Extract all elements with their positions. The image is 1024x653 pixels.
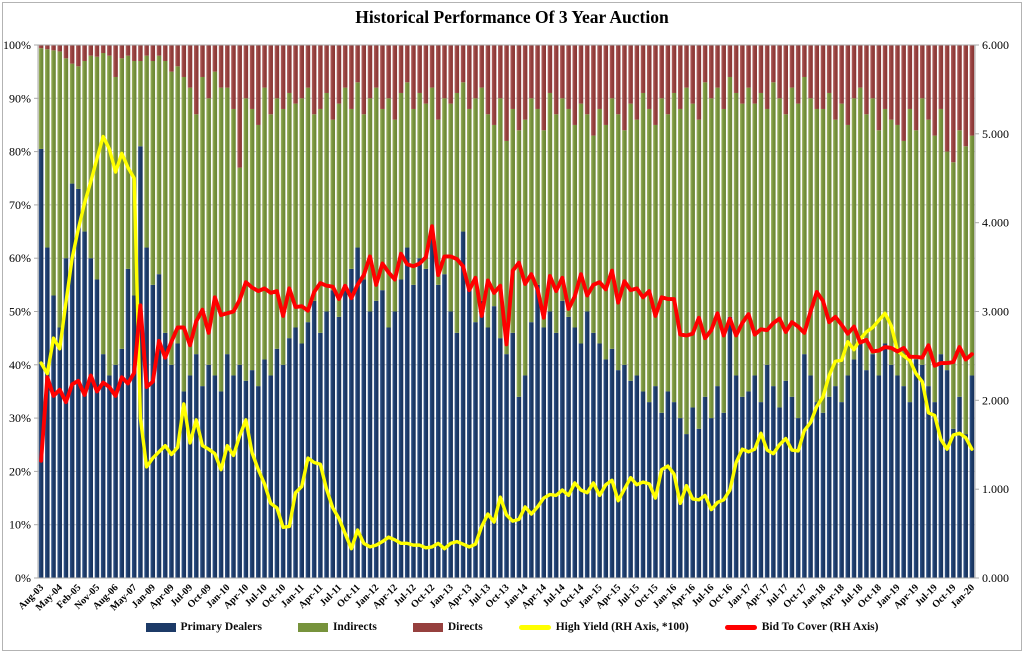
left-axis-labels: 0% 10% 20% 30% 40% 50% 60% 70% 80% 90% 100% — [3, 38, 38, 585]
svg-text:80%: 80% — [9, 145, 31, 159]
legend-item-primary-dealers: Primary Dealers — [145, 621, 262, 633]
legend-swatch-primary-dealers — [145, 622, 176, 632]
chart-title: Historical Performance Of 3 Year Auction — [355, 7, 669, 27]
legend-item-high-yield-rh-axis-100: High Yield (RH Axis, *100) — [518, 621, 689, 633]
legend-swatch-indirects — [297, 622, 328, 632]
legend: Primary Dealers Indirects Directs High Yiel… — [0, 621, 1024, 633]
svg-text:70%: 70% — [9, 198, 31, 212]
legend-swatch-directs — [412, 622, 443, 632]
svg-text:20%: 20% — [9, 464, 31, 478]
svg-text:3.000: 3.000 — [982, 305, 1009, 319]
legend-label-bid-to-cover-rh-axis: Bid To Cover (RH Axis) — [761, 621, 879, 633]
high-yield-line — [39, 134, 974, 551]
svg-text:90%: 90% — [9, 91, 31, 105]
bid-to-cover-line — [39, 224, 974, 463]
right-axis-labels: 0.000 1.000 2.000 3.000 4.000 5.000 6.000 — [975, 38, 1009, 585]
legend-label-indirects: Indirects — [332, 621, 377, 633]
legend-label-primary-dealers: Primary Dealers — [180, 621, 262, 633]
svg-text:0.000: 0.000 — [982, 571, 1009, 585]
svg-text:40%: 40% — [9, 358, 31, 372]
legend-item-directs: Directs — [412, 621, 483, 633]
svg-text:6.000: 6.000 — [982, 38, 1009, 52]
svg-text:100%: 100% — [3, 38, 31, 52]
legend-item-indirects: Indirects — [297, 621, 377, 633]
bars-primary-dealers — [38, 146, 975, 579]
svg-text:1.000: 1.000 — [982, 482, 1009, 496]
svg-text:4.000: 4.000 — [982, 216, 1009, 230]
legend-item-bid-to-cover-rh-axis: Bid To Cover (RH Axis) — [724, 621, 879, 633]
auction-chart-svg: 0% 10% 20% 30% 40% 50% 60% 70% 80% 90% 100% 0.000 1.… — [3, 38, 1009, 613]
svg-text:5.000: 5.000 — [982, 127, 1009, 141]
chart-canvas: 0% 10% 20% 30% 40% 50% 60% 70% 80% 90% 100% 0.000 1.… — [3, 38, 1009, 613]
svg-text:30%: 30% — [9, 411, 31, 425]
bars-directs — [38, 45, 975, 168]
bars-indirects — [38, 48, 975, 435]
svg-text:0%: 0% — [15, 571, 31, 585]
legend-label-directs: Directs — [447, 621, 483, 633]
legend-swatch-high-yield-rh-axis-100 — [518, 624, 551, 630]
svg-text:10%: 10% — [9, 518, 31, 532]
x-axis-labels: Aug-03May-04Feb-05Nov-05Aug-06May-07Jan-… — [16, 582, 977, 613]
svg-text:2.000: 2.000 — [982, 393, 1009, 407]
legend-label-high-yield-rh-axis-100: High Yield (RH Axis, *100) — [555, 621, 689, 633]
svg-text:50%: 50% — [9, 305, 31, 319]
svg-text:60%: 60% — [9, 251, 31, 265]
legend-swatch-bid-to-cover-rh-axis — [724, 624, 757, 630]
